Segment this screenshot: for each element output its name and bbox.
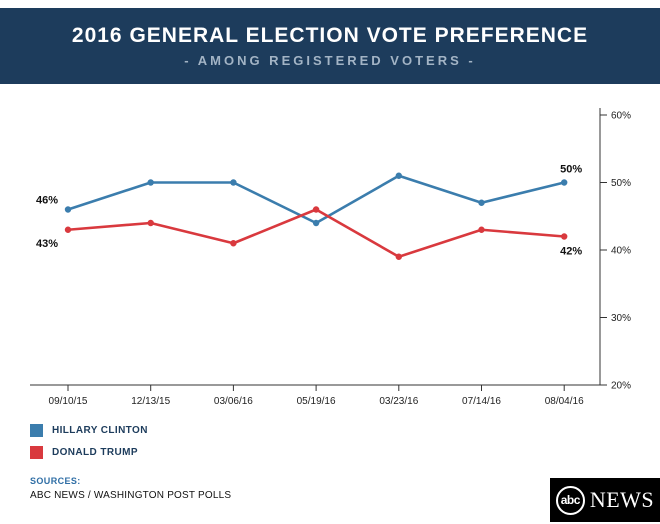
sources-text: ABC NEWS / WASHINGTON POST POLLS (30, 490, 232, 501)
sources-block: SOURCES: ABC NEWS / WASHINGTON POST POLL… (30, 476, 231, 501)
abc-circle-icon: abc (555, 485, 585, 515)
donald-trump-point (230, 240, 237, 247)
x-tick-label: 05/19/16 (297, 396, 336, 407)
donald-trump-point (147, 219, 154, 227)
y-tick-label: 30% (611, 313, 631, 324)
hillary-clinton-point (147, 179, 154, 186)
trump-color-swatch (30, 446, 43, 459)
donald-trump-point (64, 226, 72, 233)
hillary-clinton-point (478, 199, 485, 206)
x-tick-label: 12/13/15 (131, 396, 170, 407)
donald-trump-line (67, 208, 565, 259)
hillary-clinton-point (312, 219, 320, 227)
x-tick-label: 03/23/16 (379, 396, 418, 407)
data-label: 46% (36, 195, 58, 207)
hillary-clinton-point (64, 206, 72, 213)
y-tick-label: 20% (611, 381, 631, 392)
header-banner: 2016 GENERAL ELECTION VOTE PREFERENCE - … (0, 8, 660, 84)
page-subtitle: - AMONG REGISTERED VOTERS - (184, 53, 476, 68)
line-chart-svg: 20% 30% 40% 50% 60% 09/10/15 12/13/15 03/06/16 0… (30, 108, 631, 407)
data-label: 43% (36, 238, 58, 250)
hillary-clinton-point (561, 179, 568, 186)
x-tick-label: 07/14/16 (462, 396, 501, 407)
donald-trump-point (478, 226, 485, 233)
x-tick-label: 09/10/15 (49, 396, 88, 407)
x-tick-label: 03/06/16 (214, 396, 253, 407)
page-title: 2016 GENERAL ELECTION VOTE PREFERENCE (71, 24, 589, 47)
chart-legend: HILLARY CLINTON DONALD TRUMP (30, 424, 148, 468)
donald-trump-point (561, 233, 568, 240)
y-tick-label: 40% (611, 246, 631, 257)
y-tick-label: 50% (611, 178, 631, 189)
y-tick-label: 60% (611, 111, 631, 122)
clinton-color-swatch (30, 424, 43, 437)
hillary-clinton-point (230, 179, 237, 186)
donald-trump-point (312, 206, 320, 213)
donald-trump-point (395, 253, 402, 260)
legend-label-trump: DONALD TRUMP (52, 447, 138, 458)
abc-news-wordmark: NEWS (589, 487, 655, 512)
hillary-clinton-line (67, 174, 565, 225)
data-label: 42% (560, 246, 582, 258)
vote-preference-chart: 20% 30% 40% 50% 60% 09/10/15 12/13/15 03/06/16 0… (0, 90, 660, 420)
legend-item-trump: DONALD TRUMP (30, 446, 148, 459)
x-tick-label: 08/04/16 (545, 396, 584, 407)
legend-label-clinton: HILLARY CLINTON (52, 425, 148, 436)
data-label: 50% (560, 164, 582, 176)
abc-news-logo: abc NEWS (550, 478, 660, 522)
legend-item-clinton: HILLARY CLINTON (30, 424, 148, 437)
sources-label: SOURCES: (30, 476, 81, 486)
hillary-clinton-point (395, 172, 402, 179)
